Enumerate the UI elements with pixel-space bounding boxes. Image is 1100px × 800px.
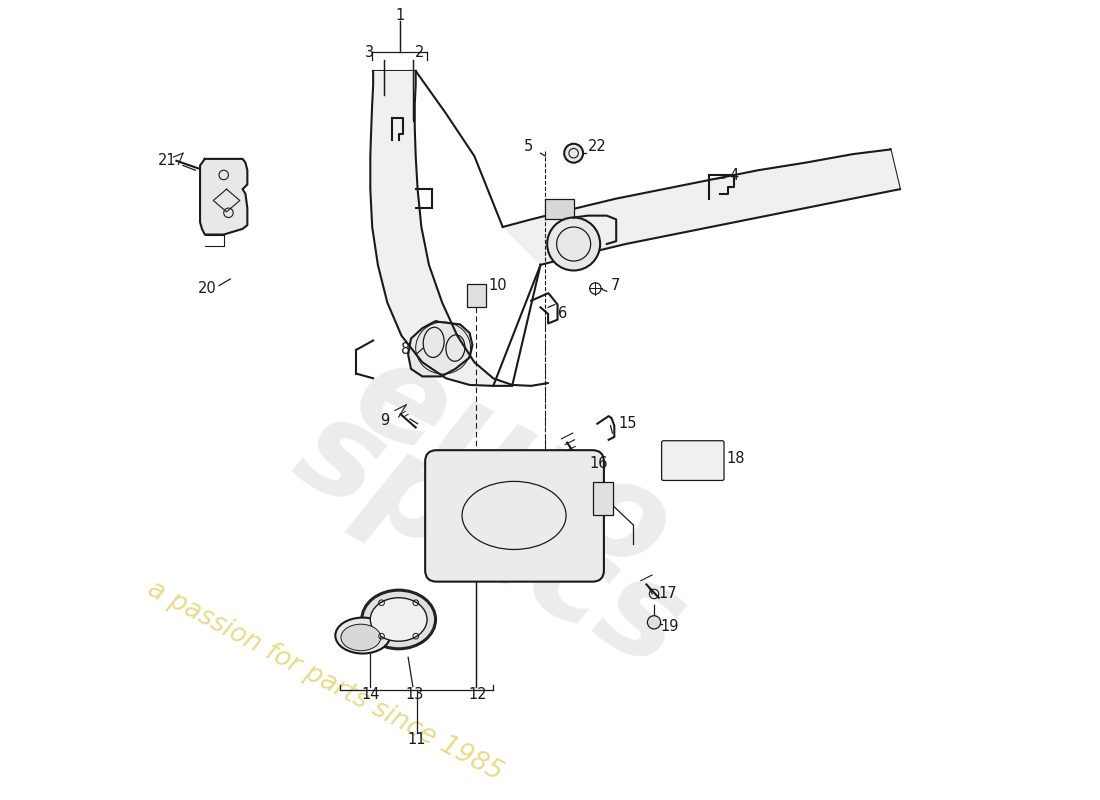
Text: euro: euro (332, 328, 692, 599)
Circle shape (648, 616, 661, 629)
Text: 11: 11 (407, 732, 426, 747)
Polygon shape (200, 159, 248, 234)
Text: 19: 19 (661, 618, 679, 634)
Bar (593, 482, 614, 515)
Text: 8: 8 (400, 342, 410, 358)
Polygon shape (503, 150, 900, 265)
Text: 2: 2 (415, 45, 425, 59)
Text: 15: 15 (618, 416, 637, 431)
Bar (466, 284, 486, 307)
Ellipse shape (336, 618, 390, 654)
Text: 1: 1 (395, 8, 404, 22)
Text: 9: 9 (379, 414, 389, 428)
Text: 22: 22 (587, 139, 606, 154)
FancyBboxPatch shape (661, 441, 724, 481)
FancyBboxPatch shape (426, 450, 604, 582)
Text: 18: 18 (727, 451, 746, 466)
Text: 3: 3 (365, 45, 374, 59)
Polygon shape (408, 322, 472, 377)
Ellipse shape (362, 590, 436, 649)
Text: 20: 20 (198, 281, 217, 296)
Polygon shape (371, 71, 548, 386)
Text: specs: specs (276, 385, 706, 694)
Bar (546, 198, 573, 219)
Ellipse shape (341, 624, 381, 650)
Text: 10: 10 (488, 278, 507, 293)
Circle shape (564, 144, 583, 162)
Text: a passion for parts since 1985: a passion for parts since 1985 (143, 576, 507, 786)
Text: 12: 12 (469, 686, 487, 702)
Text: 7: 7 (610, 278, 620, 293)
Ellipse shape (371, 598, 427, 642)
Text: 14: 14 (361, 686, 379, 702)
Circle shape (547, 218, 601, 270)
Text: 16: 16 (590, 456, 608, 471)
Text: 17: 17 (659, 586, 678, 602)
Text: 13: 13 (406, 686, 424, 702)
Text: 21: 21 (157, 154, 176, 168)
Text: 5: 5 (524, 139, 532, 154)
Text: 6: 6 (558, 306, 566, 322)
Text: 4: 4 (729, 169, 739, 183)
